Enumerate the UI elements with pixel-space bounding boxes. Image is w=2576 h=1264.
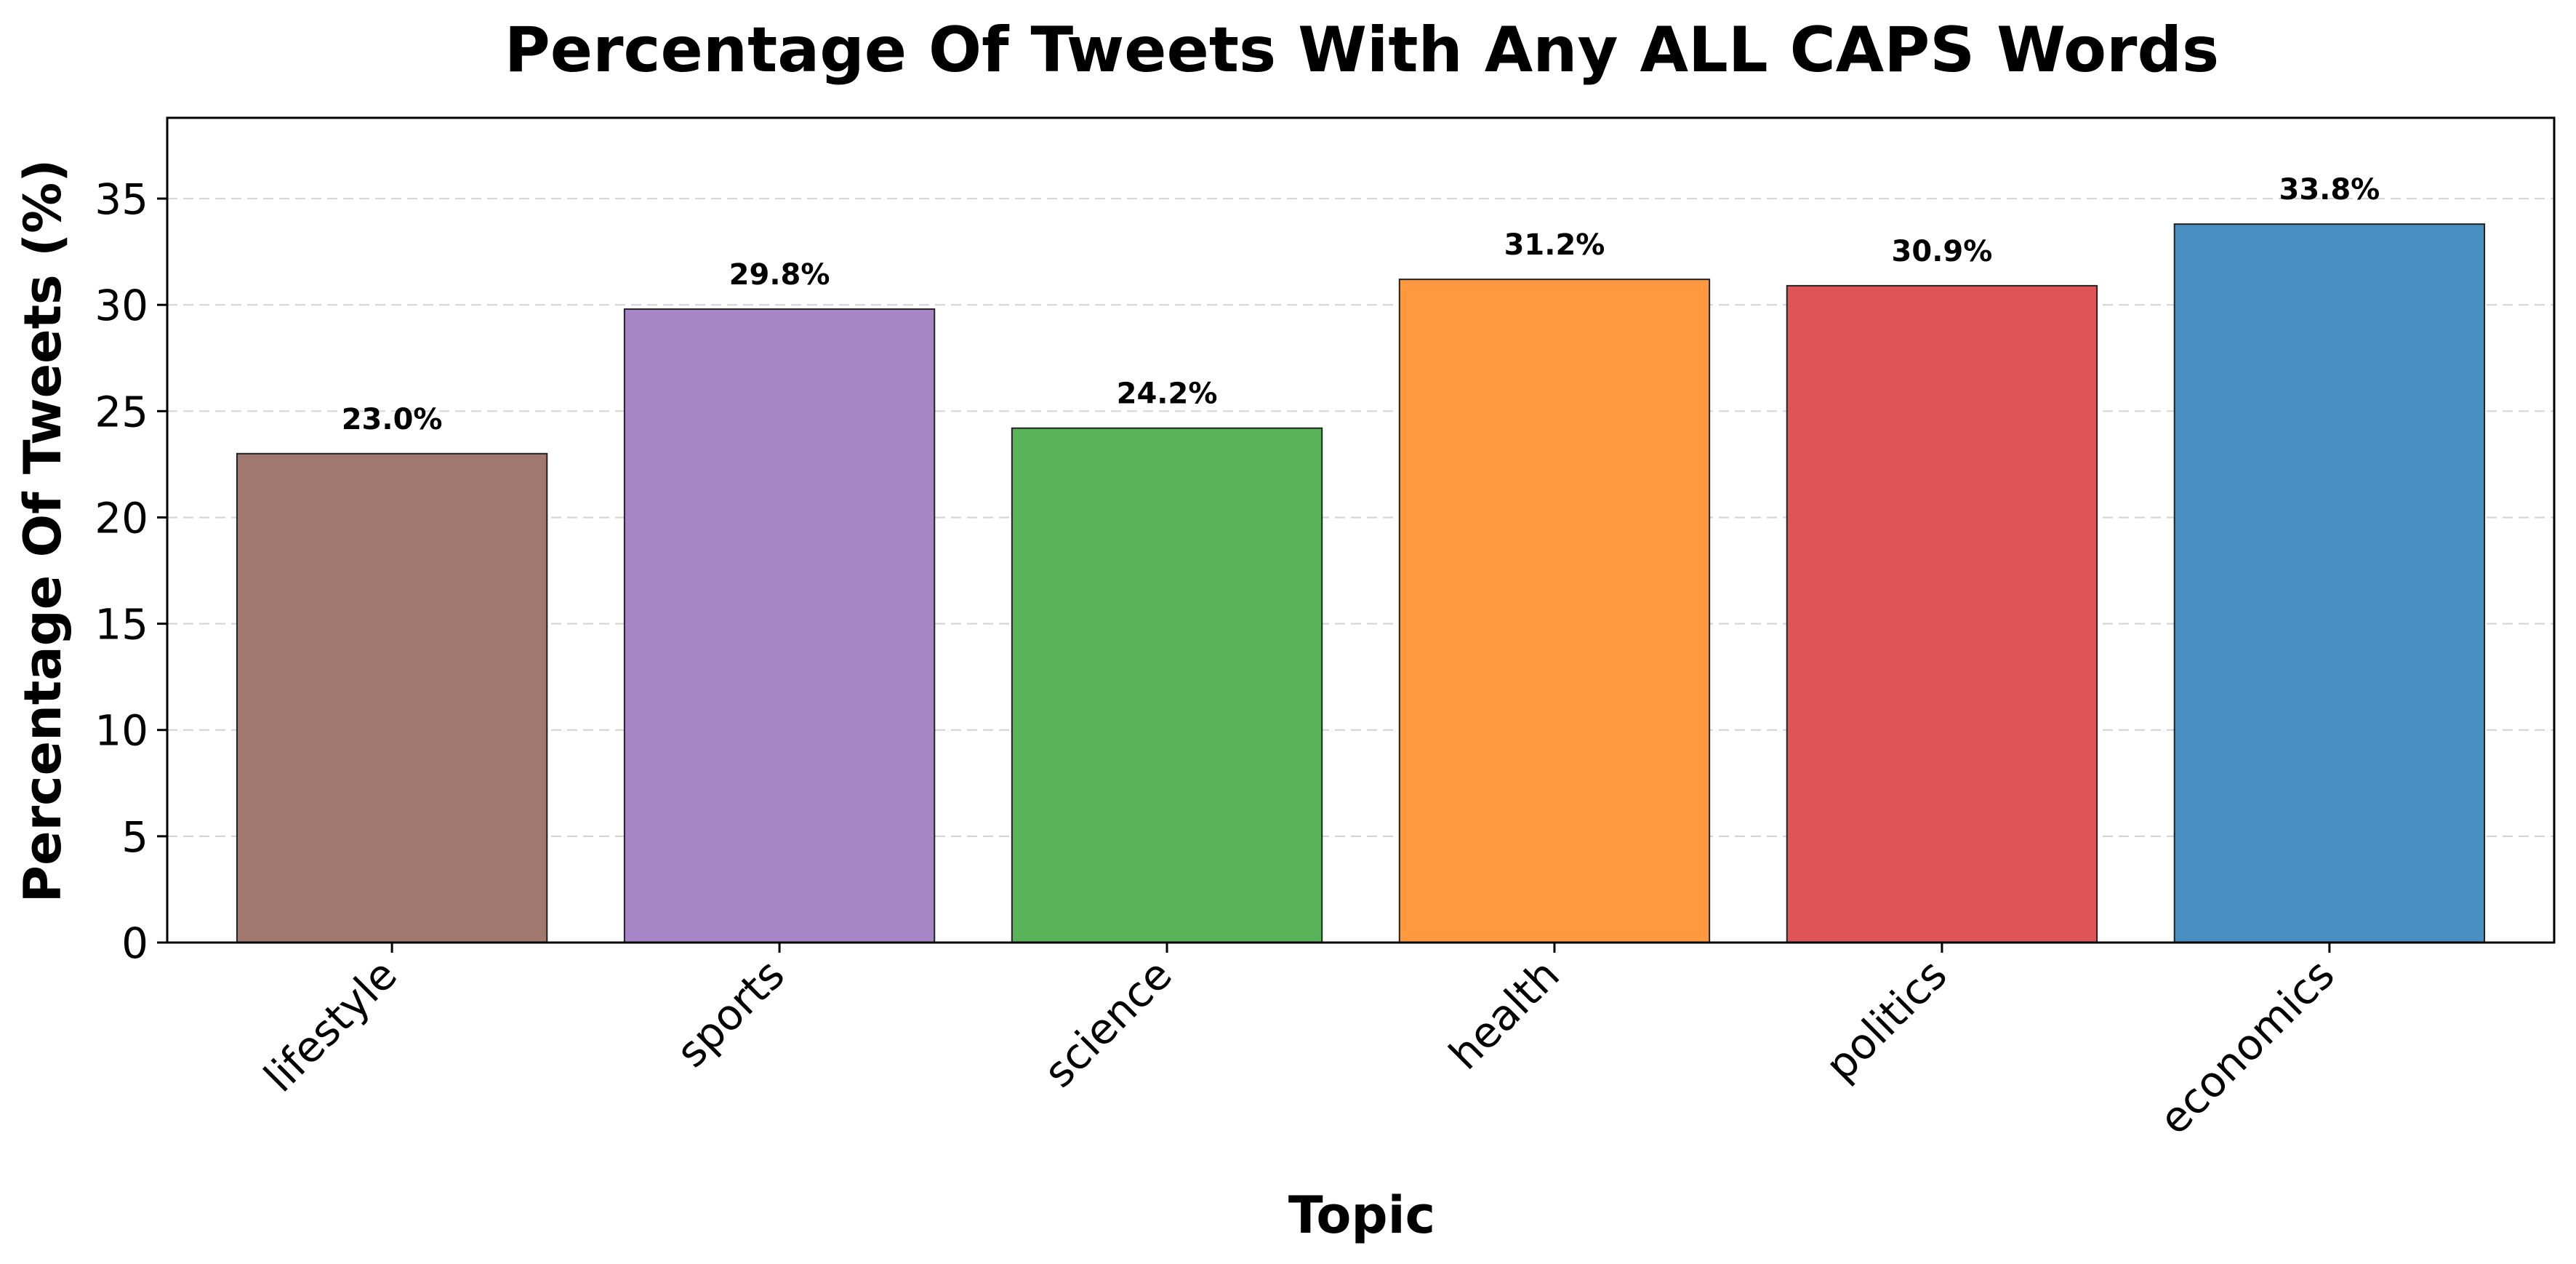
x-tick-label-economics: economics (2149, 950, 2343, 1144)
y-axis: 0 5 10 15 20 25 30 35 (95, 175, 167, 968)
bar-lifestyle (236, 452, 548, 943)
data-labels: 23.0% 29.8% 24.2% 31.2% 30.9% 33.8% (342, 173, 2380, 436)
data-label-health: 31.2% (1504, 228, 1605, 262)
plot-frame (166, 116, 2556, 944)
data-label-science: 24.2% (1117, 377, 1218, 411)
y-axis-title: Percentage Of Tweets (%) (13, 159, 73, 903)
grid-lines (167, 197, 2554, 837)
data-label-sports: 29.8% (729, 258, 830, 292)
x-axis: lifestyle sports science health politics econ… (254, 943, 2344, 1144)
chart-title: Percentage Of Tweets With Any ALL CAPS W… (505, 14, 2219, 87)
y-tick-label: 5 (121, 812, 148, 862)
y-tick-label: 20 (95, 493, 148, 543)
bar-politics (1786, 284, 2098, 944)
data-label-lifestyle: 23.0% (342, 403, 443, 436)
bars (236, 223, 2486, 944)
y-tick-label: 25 (95, 387, 148, 436)
data-label-politics: 30.9% (1892, 235, 1993, 268)
bar-sports (623, 308, 936, 943)
x-tick-label-sports: sports (667, 950, 794, 1077)
y-tick-label: 35 (95, 175, 148, 224)
y-tick-label: 30 (95, 281, 148, 330)
x-tick-label-politics: politics (1815, 950, 1956, 1090)
y-tick-label: 10 (95, 706, 148, 756)
x-axis-title: Topic (1288, 1185, 1435, 1245)
data-label-economics: 33.8% (2279, 173, 2380, 207)
x-tick-label-lifestyle: lifestyle (254, 950, 406, 1102)
y-tick-label: 15 (95, 600, 148, 649)
bar-economics (2173, 223, 2486, 943)
x-tick-label-science: science (1035, 950, 1181, 1097)
y-tick-label: 0 (121, 919, 148, 968)
x-tick-label-health: health (1440, 950, 1569, 1079)
bar-health (1398, 279, 1711, 943)
bar-science (1011, 427, 1323, 943)
